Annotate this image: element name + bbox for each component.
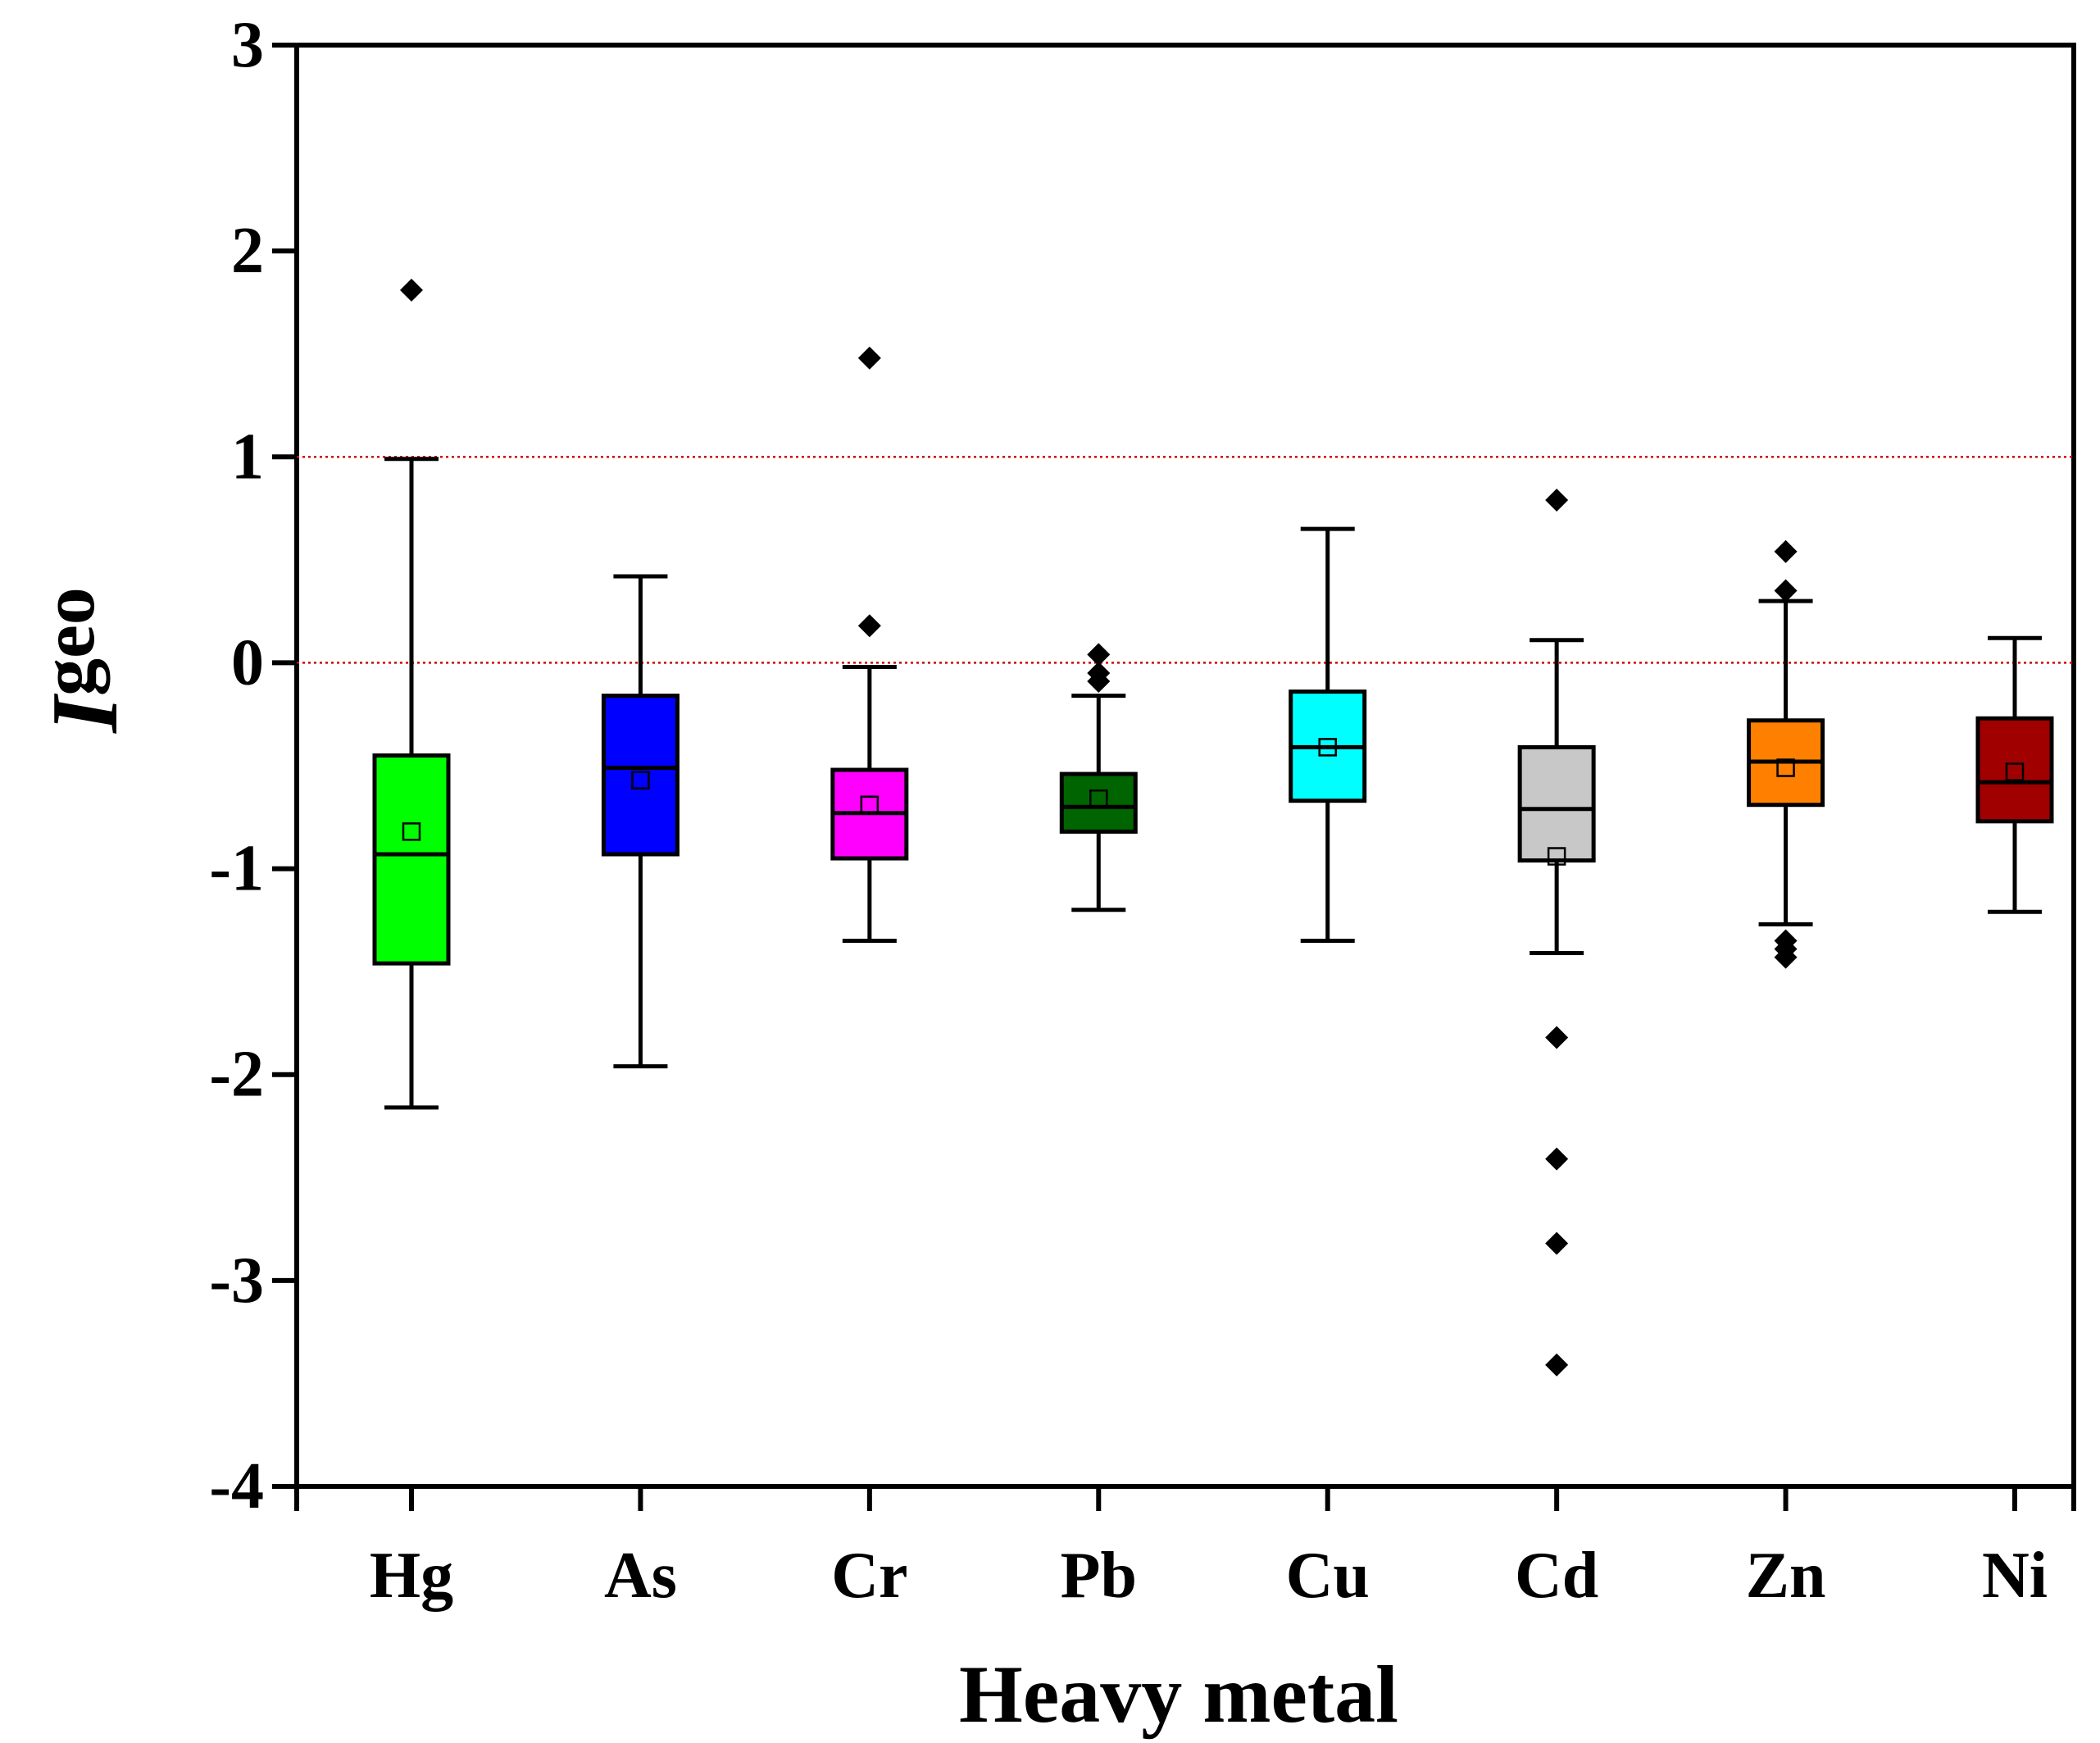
outlier-point xyxy=(1545,1353,1569,1377)
x-tick-label-cr: Cr xyxy=(831,1540,907,1612)
mean-marker xyxy=(1776,758,1795,777)
plot-frame xyxy=(294,43,2076,1489)
y-tick-label: 3 xyxy=(231,9,264,81)
box-ni xyxy=(1975,635,2054,914)
box-cu xyxy=(1289,526,1367,943)
y-axis-title-subscript: geo xyxy=(26,587,110,696)
outlier-point xyxy=(1774,945,1798,969)
outlier-point xyxy=(1545,489,1569,512)
y-tick-label: -4 xyxy=(209,1450,264,1522)
y-tick-label: -1 xyxy=(209,833,264,905)
mean-marker xyxy=(631,771,650,790)
x-tick-label-hg: Hg xyxy=(370,1540,453,1612)
y-tick-label: 2 xyxy=(231,215,264,287)
y-tick-label: 0 xyxy=(231,626,264,699)
x-axis-title: Heavy metal xyxy=(959,1649,1398,1740)
box-cd xyxy=(1517,489,1596,1377)
y-tick-label: -3 xyxy=(209,1245,264,1317)
box-pb xyxy=(1059,643,1138,912)
mean-marker xyxy=(402,822,421,841)
y-tick-label: -2 xyxy=(209,1039,264,1111)
box-zn xyxy=(1747,539,1825,969)
outlier-point xyxy=(1545,1026,1569,1049)
x-tick-label-cd: Cd xyxy=(1515,1540,1598,1612)
outlier-point xyxy=(1087,670,1111,694)
box-iqr xyxy=(601,694,680,857)
x-tick-label-pb: Pb xyxy=(1061,1540,1137,1612)
outlier-point xyxy=(1774,539,1798,563)
y-axis-title-main: I xyxy=(33,693,137,735)
box-iqr xyxy=(1975,716,2054,824)
mean-marker xyxy=(1547,847,1566,866)
box-cr xyxy=(830,346,909,943)
x-tick-label-ni: Ni xyxy=(1982,1540,2048,1612)
outlier-point xyxy=(400,278,423,302)
mean-marker xyxy=(1089,789,1108,808)
y-axis-title: Igeo xyxy=(26,587,137,735)
x-tick-label-cu: Cu xyxy=(1286,1540,1370,1612)
outlier-point xyxy=(1545,1231,1569,1255)
mean-marker xyxy=(860,795,880,814)
box-hg xyxy=(372,278,451,1110)
outlier-point xyxy=(1774,579,1798,603)
svg-text:Igeo: Igeo xyxy=(26,587,137,735)
box-as xyxy=(601,574,680,1069)
outlier-point xyxy=(857,346,881,370)
outlier-point xyxy=(1545,1147,1569,1171)
mean-marker xyxy=(1318,738,1337,757)
x-tick-label-as: As xyxy=(604,1540,677,1612)
outlier-point xyxy=(1087,643,1111,667)
box-iqr xyxy=(1059,771,1138,834)
box-iqr xyxy=(1517,744,1596,863)
y-tick-label: 1 xyxy=(231,421,264,493)
box-iqr xyxy=(372,753,451,966)
x-tick-label-zn: Zn xyxy=(1746,1540,1826,1612)
mean-marker xyxy=(2005,762,2025,781)
outlier-point xyxy=(857,614,881,638)
